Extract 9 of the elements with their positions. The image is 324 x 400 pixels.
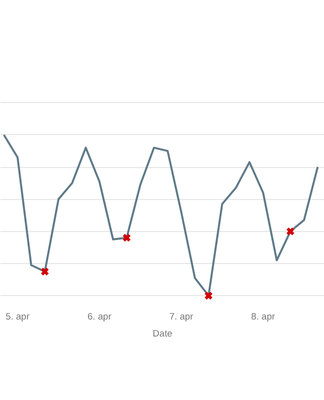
x-tick-label: 5. apr — [6, 312, 30, 322]
x-tick-label: 7. apr — [169, 312, 194, 322]
point — [204, 291, 213, 300]
point — [286, 227, 295, 236]
point — [122, 233, 132, 242]
point — [40, 267, 50, 276]
x-tick-label: 6. apr — [87, 312, 112, 322]
x-tick-label: 8. apr — [251, 312, 276, 322]
x-axis-title: Date — [152, 328, 172, 338]
